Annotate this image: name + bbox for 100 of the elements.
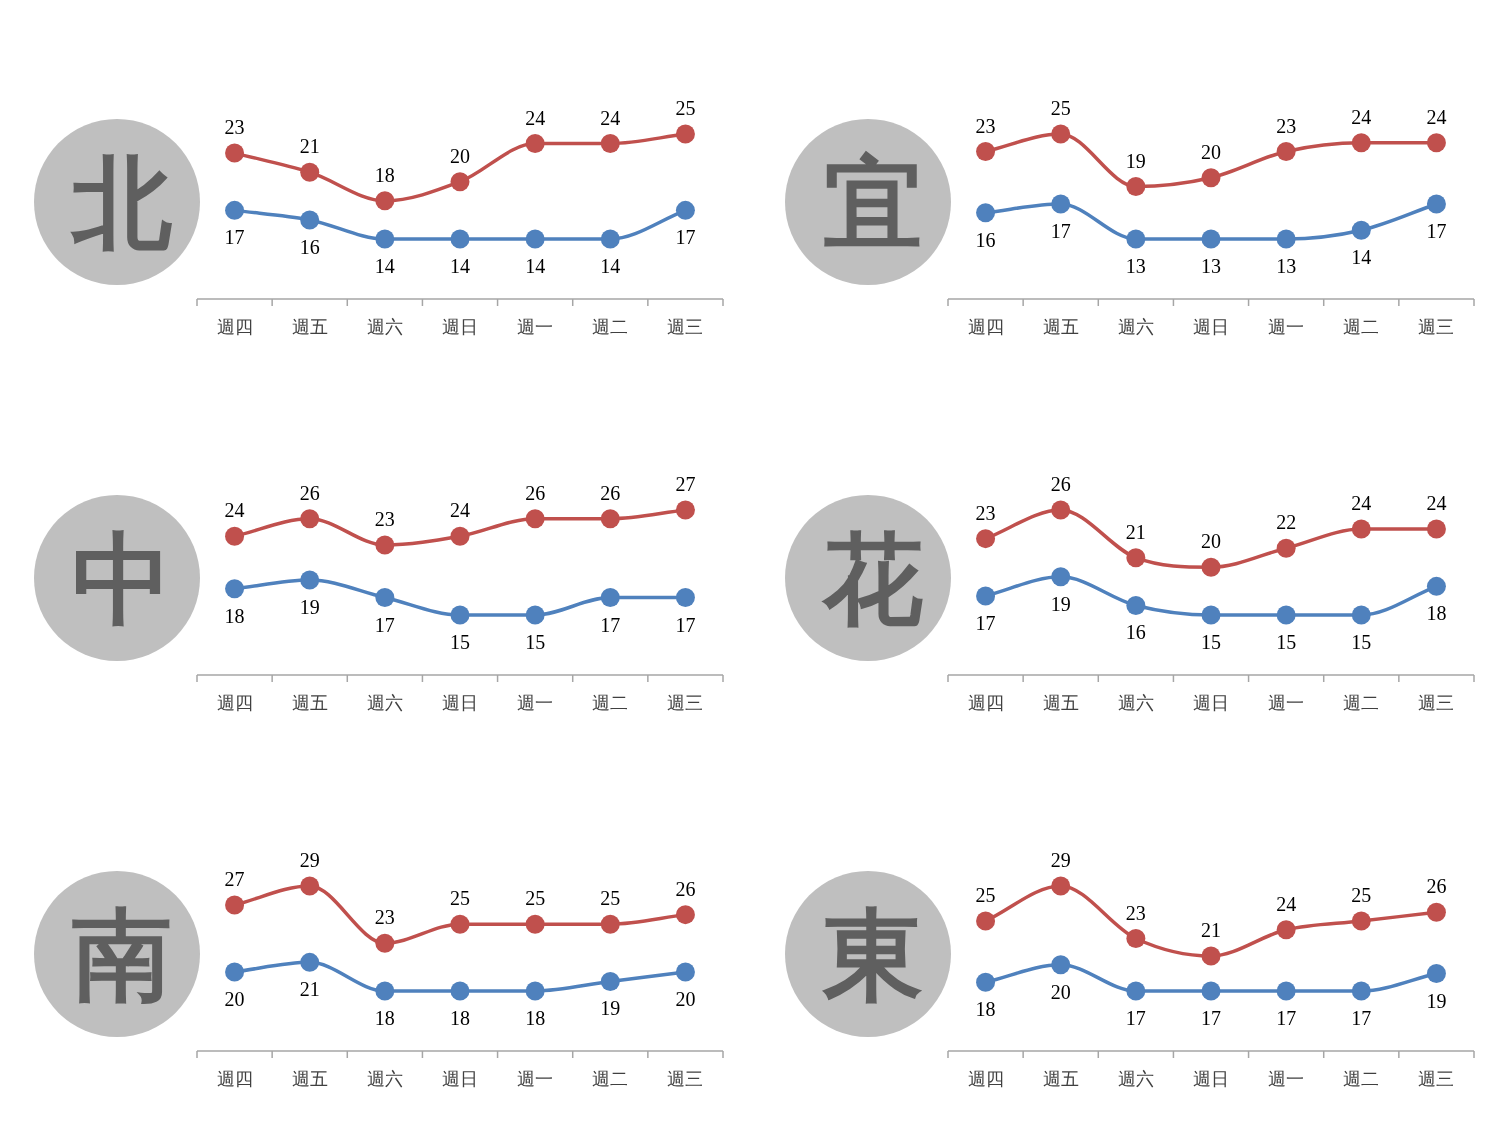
data-label: 19	[1426, 989, 1447, 1012]
x-tick-label: 週二	[592, 1069, 629, 1089]
data-label: 15	[1351, 631, 1372, 653]
x-tick-label: 週日	[442, 317, 478, 337]
data-label: 23	[1125, 901, 1146, 924]
data-label: 18	[374, 1007, 395, 1029]
point	[300, 162, 320, 182]
data-label: 17	[1276, 1007, 1297, 1029]
x-tick-label: 週六	[1117, 1069, 1154, 1089]
x-tick-label: 週日	[1193, 1069, 1229, 1089]
point	[225, 895, 245, 915]
point	[375, 535, 395, 555]
data-label: 17	[1050, 220, 1071, 242]
point	[600, 914, 620, 934]
data-label: 24	[1351, 492, 1372, 515]
data-label: 18	[224, 604, 245, 627]
point	[225, 526, 245, 546]
x-tick-label: 週四	[967, 693, 1004, 713]
data-label: 21	[1201, 919, 1221, 941]
x-tick-label: 週五	[1042, 317, 1079, 337]
point	[1126, 229, 1146, 249]
point	[450, 526, 470, 546]
chart-title: 宜	[823, 145, 923, 262]
x-tick-label: 週三	[1418, 317, 1455, 337]
data-label: 17	[1426, 220, 1447, 242]
point	[525, 509, 545, 529]
x-tick-label: 週四	[967, 1069, 1004, 1089]
data-label: 26	[525, 481, 546, 504]
point	[1351, 911, 1371, 931]
point	[1276, 142, 1296, 161]
point	[450, 914, 470, 934]
chart-title: 中	[72, 521, 172, 638]
x-tick-label: 週一	[1268, 317, 1305, 337]
point	[225, 962, 245, 982]
point	[525, 134, 545, 154]
x-tick-label: 週一	[1268, 693, 1305, 713]
data-label: 26	[299, 481, 320, 504]
data-label: 25	[1351, 884, 1372, 906]
data-label: 20	[675, 987, 696, 1010]
data-label: 18	[525, 1007, 546, 1029]
data-label: 26	[1426, 875, 1447, 898]
point	[1426, 519, 1446, 539]
point	[675, 905, 695, 925]
data-label: 17	[374, 613, 395, 636]
data-label: 13	[1276, 255, 1297, 277]
point	[675, 124, 695, 144]
point	[1201, 981, 1221, 1001]
point	[600, 229, 620, 249]
data-label: 24	[1426, 105, 1447, 128]
data-label: 17	[1125, 1007, 1146, 1029]
point	[1426, 902, 1446, 922]
data-label: 26	[600, 481, 621, 504]
data-label: 17	[1201, 1007, 1221, 1029]
point	[1201, 557, 1221, 577]
point	[1351, 605, 1371, 625]
data-label: 19	[600, 997, 621, 1020]
data-label: 14	[1351, 246, 1372, 269]
point	[1051, 567, 1071, 587]
data-label: 13	[1201, 255, 1221, 277]
data-label: 25	[450, 887, 470, 910]
point	[1126, 981, 1146, 1001]
point	[1126, 548, 1146, 568]
point	[450, 172, 470, 192]
point	[375, 229, 395, 249]
x-tick-label: 週二	[592, 693, 629, 713]
data-label: 16	[975, 228, 996, 251]
data-label: 20	[1050, 980, 1071, 1003]
point	[600, 509, 620, 529]
x-tick-label: 週六	[1117, 317, 1154, 337]
x-tick-label: 週日	[1193, 317, 1229, 337]
data-label: 27	[675, 473, 696, 495]
point	[600, 971, 620, 991]
x-tick-label: 週五	[291, 317, 328, 337]
data-label: 25	[675, 97, 696, 119]
data-label: 18	[374, 163, 395, 186]
data-label: 19	[299, 596, 320, 618]
point	[1276, 229, 1296, 249]
data-label: 18	[1426, 602, 1447, 625]
x-tick-label: 週六	[1117, 693, 1154, 713]
data-label: 17	[975, 611, 996, 634]
data-label: 24	[600, 106, 621, 129]
point	[300, 210, 320, 230]
data-label: 23	[975, 501, 996, 524]
point	[1126, 177, 1146, 196]
data-label: 26	[1050, 473, 1071, 495]
data-label: 23	[374, 508, 395, 530]
point	[525, 981, 545, 1001]
point	[525, 914, 545, 934]
data-label: 17	[600, 613, 621, 636]
x-tick-label: 週三	[1418, 693, 1455, 713]
x-tick-label: 週一	[517, 1069, 554, 1089]
point	[450, 605, 470, 625]
point	[1051, 194, 1071, 214]
data-label: 20	[450, 144, 470, 167]
data-label: 18	[975, 998, 996, 1021]
data-label: 25	[975, 884, 996, 906]
point	[525, 605, 545, 625]
point	[1426, 576, 1446, 596]
point	[225, 143, 245, 163]
data-label: 21	[1125, 520, 1146, 543]
